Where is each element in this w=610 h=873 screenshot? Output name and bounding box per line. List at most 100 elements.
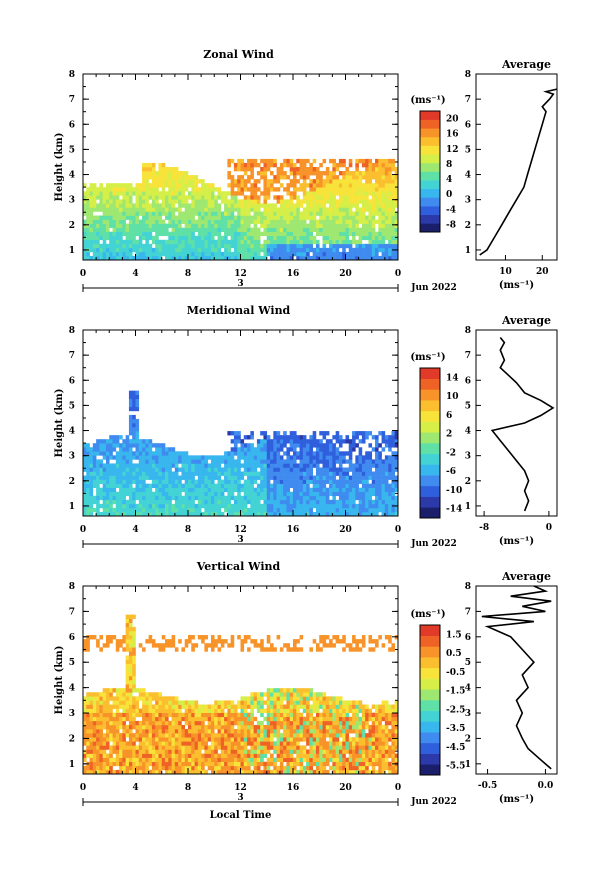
colorbar-swatch bbox=[420, 496, 440, 508]
heatmap-cell bbox=[240, 219, 245, 224]
heatmap-cell bbox=[174, 696, 179, 701]
heatmap-cell bbox=[345, 183, 350, 188]
heatmap-cell bbox=[197, 769, 202, 775]
heatmap-cell bbox=[309, 471, 313, 476]
heatmap-cell bbox=[119, 447, 123, 452]
heatmap-cell bbox=[178, 479, 182, 484]
heatmap-cell bbox=[178, 175, 182, 180]
heatmap-cell bbox=[289, 431, 294, 436]
heatmap-cell bbox=[338, 455, 343, 460]
heatmap-cell bbox=[197, 511, 202, 517]
heatmap-cell bbox=[89, 741, 94, 746]
heatmap-cell bbox=[256, 495, 261, 501]
heatmap-cell bbox=[224, 235, 228, 241]
heatmap-cell bbox=[122, 451, 126, 456]
heatmap-cell bbox=[365, 451, 369, 456]
heatmap-cell bbox=[286, 451, 291, 456]
heatmap-cell bbox=[368, 215, 373, 220]
heatmap-cell bbox=[266, 162, 271, 168]
heatmap-cell bbox=[92, 499, 97, 505]
heatmap-cell bbox=[171, 761, 176, 767]
heatmap-cell bbox=[388, 167, 392, 172]
heatmap-cell bbox=[230, 483, 235, 488]
heatmap-cell bbox=[151, 712, 156, 718]
heatmap-cell bbox=[128, 659, 133, 664]
heatmap-cell bbox=[128, 191, 133, 196]
heatmap-cell bbox=[151, 203, 156, 208]
heatmap-cell bbox=[165, 215, 169, 220]
heatmap-cell bbox=[378, 219, 382, 224]
heatmap-cell bbox=[227, 211, 231, 216]
heatmap-cell bbox=[132, 655, 136, 660]
heatmap-cell bbox=[151, 239, 156, 245]
heatmap-cell bbox=[296, 255, 300, 261]
heatmap-cell bbox=[345, 475, 350, 480]
heatmap-cell bbox=[161, 704, 166, 709]
heatmap-cell bbox=[365, 491, 369, 497]
heatmap-cell bbox=[128, 651, 133, 656]
heatmap-cell bbox=[194, 483, 199, 488]
heatmap-cell bbox=[115, 435, 120, 440]
heatmap-cell bbox=[315, 459, 320, 464]
heatmap-cell bbox=[332, 199, 336, 204]
heatmap-cell bbox=[151, 179, 156, 184]
heatmap-cell bbox=[102, 203, 107, 208]
heatmap-cell bbox=[197, 211, 202, 216]
heatmap-cell bbox=[260, 211, 264, 216]
heatmap-cell bbox=[128, 439, 133, 444]
heatmap-cell bbox=[388, 487, 392, 493]
colorbar-tick-label: 0 bbox=[446, 190, 452, 200]
heatmap-cell bbox=[122, 223, 126, 228]
heatmap-cell bbox=[171, 716, 176, 722]
heatmap-cell bbox=[99, 475, 103, 480]
heatmap-cell bbox=[342, 183, 346, 188]
x-tick-label: 4 bbox=[132, 525, 138, 535]
heatmap-cell bbox=[188, 203, 192, 208]
heatmap-cell bbox=[220, 712, 225, 718]
heatmap-cell bbox=[371, 235, 376, 241]
heatmap-cell bbox=[92, 704, 97, 709]
heatmap-cell bbox=[273, 239, 277, 245]
heatmap-cell bbox=[145, 447, 149, 452]
heatmap-cell bbox=[112, 215, 117, 220]
heatmap-cell bbox=[165, 167, 169, 172]
heatmap-cell bbox=[263, 251, 268, 257]
heatmap-cell bbox=[83, 716, 87, 722]
heatmap-cell bbox=[306, 171, 310, 176]
heatmap-cell bbox=[158, 716, 163, 722]
heatmap-cell bbox=[352, 471, 356, 476]
heatmap-cell bbox=[378, 191, 382, 196]
heatmap-cell bbox=[115, 211, 120, 216]
heatmap-cell bbox=[210, 475, 215, 480]
heatmap-cell bbox=[217, 716, 222, 722]
heatmap-cell bbox=[220, 219, 225, 224]
heatmap-cell bbox=[151, 211, 156, 216]
heatmap-cell bbox=[109, 183, 113, 188]
heatmap-cell bbox=[184, 231, 189, 237]
heatmap-cell bbox=[115, 251, 120, 257]
colorbar-tick-label: 16 bbox=[446, 130, 459, 140]
heatmap-cell bbox=[293, 191, 297, 196]
heatmap-cell bbox=[83, 741, 87, 746]
heatmap-cell bbox=[197, 495, 202, 501]
heatmap-cell bbox=[283, 431, 287, 436]
heatmap-cell bbox=[89, 475, 94, 480]
heatmap-cell bbox=[286, 247, 291, 253]
heatmap-cell bbox=[227, 207, 231, 212]
heatmap-cell bbox=[270, 207, 274, 212]
heatmap-cell bbox=[312, 215, 317, 220]
heatmap-cell bbox=[302, 467, 307, 472]
heatmap-cell bbox=[296, 171, 300, 176]
heatmap-cell bbox=[368, 475, 373, 480]
heatmap-cell bbox=[207, 223, 212, 228]
heatmap-cell bbox=[273, 223, 277, 228]
heatmap-cell bbox=[86, 491, 90, 497]
heatmap-cell bbox=[86, 219, 90, 224]
heatmap-cell bbox=[381, 255, 386, 261]
heatmap-cell bbox=[171, 495, 176, 501]
heatmap-cell bbox=[253, 162, 258, 168]
heatmap-cell bbox=[388, 203, 392, 208]
heatmap-cell bbox=[188, 223, 192, 228]
heatmap-cell bbox=[224, 219, 228, 224]
heatmap-cell bbox=[92, 243, 97, 249]
